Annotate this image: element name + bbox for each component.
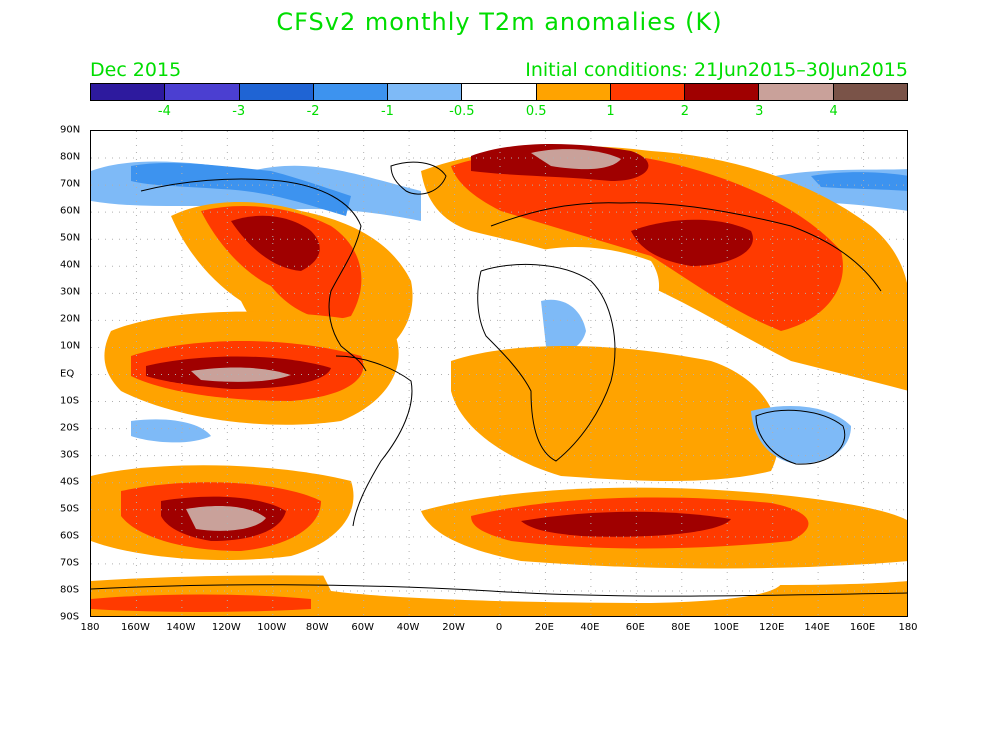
south-america-coast (335, 355, 413, 527)
map-title: CFSv2 monthly T2m anomalies (K) (276, 8, 723, 36)
latitude-label: 60N (60, 205, 81, 217)
longitude-label: 100W (257, 622, 287, 633)
north-america-hot-core (231, 215, 320, 271)
latitude-label: 10N (60, 340, 81, 352)
latitude-label: 40S (60, 476, 80, 488)
color-scale-label: -4 (157, 104, 171, 119)
longitude-label: 60E (625, 622, 645, 633)
latitude-label: 80N (60, 151, 81, 163)
latitude-label: 50N (60, 232, 81, 244)
map-panel (90, 130, 908, 617)
latitude-label: 10S (60, 395, 80, 407)
latitude-label: 70S (60, 557, 80, 569)
latitude-label: 40N (60, 259, 81, 271)
coastlines (91, 161, 907, 597)
antarctica-coast (91, 584, 907, 597)
longitude-label: 80E (671, 622, 691, 633)
color-scale-bar (90, 83, 908, 101)
color-scale-label: 0.5 (525, 104, 547, 119)
north-africa-neutral (519, 246, 660, 356)
color-scale-segment (388, 84, 463, 100)
latitude-label: 20S (60, 422, 80, 434)
longitude-label: 160E (849, 622, 876, 633)
color-scale-segment (536, 84, 611, 100)
latitude-label: 20N (60, 313, 81, 325)
latitude-label: EQ (60, 368, 75, 379)
longitude-label: 140E (804, 622, 830, 633)
longitude-label: 40W (396, 622, 420, 633)
longitude-label: 180 (898, 622, 918, 633)
latitude-label: 50S (60, 503, 80, 515)
antarctic-warm-core (91, 594, 311, 612)
color-scale-segment (313, 84, 389, 100)
color-scale-segment (165, 84, 240, 100)
arctic-extreme-core (531, 149, 621, 170)
color-scale-segment (91, 84, 166, 100)
africa-coast (477, 264, 616, 462)
longitude-label: 80W (305, 622, 329, 633)
australia-cool-anomaly (751, 406, 851, 464)
latitude-label: 90N (60, 124, 81, 136)
north-america-coast (140, 178, 367, 372)
canada-cold-core (131, 163, 351, 216)
color-scale-label: 2 (680, 104, 690, 119)
color-scale-label: 1 (606, 104, 615, 119)
siberia-hot-core (631, 219, 753, 266)
australia-coast (755, 409, 846, 465)
latitude-label: 30S (60, 449, 80, 461)
greenland-coast (390, 161, 447, 195)
color-scale-segment (239, 84, 314, 100)
color-scale-label: -2 (306, 104, 320, 119)
color-scale-label: -1 (380, 104, 394, 119)
south-pacific-extreme-core (186, 506, 266, 531)
latitude-label: 30N (60, 286, 81, 298)
longitude-label: 120E (758, 622, 785, 633)
latitude-label: 70N (60, 178, 81, 190)
longitude-label: 20E (534, 622, 554, 633)
longitude-label: 120W (211, 622, 241, 633)
antarctic-neutral-interior (321, 566, 783, 603)
longitude-label: 60W (351, 622, 374, 633)
latitude-label: 80S (60, 584, 80, 596)
color-scale-segment (610, 84, 686, 100)
color-scale-label: -0.5 (449, 104, 475, 119)
anomaly-fields (91, 144, 907, 616)
longitude-label: 160W (120, 622, 150, 633)
latitude-label: 60S (60, 530, 80, 542)
longitude-label: 40E (580, 622, 600, 633)
color-scale-segment (759, 84, 834, 100)
valid-month-label: Dec 2015 (90, 59, 182, 81)
color-scale-label: 4 (829, 104, 838, 119)
longitude-label: 20W (442, 622, 465, 633)
initial-conditions-label: Initial conditions: 21Jun2015–30Jun2015 (525, 59, 908, 81)
north-africa-cool (541, 299, 586, 351)
color-scale-label: -3 (232, 104, 246, 119)
longitude-label: 100E (713, 622, 739, 633)
color-scale-label: 3 (755, 104, 764, 119)
color-scale-segment (685, 84, 760, 100)
siberia-cold-core (811, 172, 907, 191)
longitude-label: 0 (495, 622, 503, 633)
color-scale-segment (462, 84, 537, 100)
color-scale-segment (833, 84, 907, 100)
longitude-label: 140W (166, 622, 196, 633)
indian-ocean-warm-anomaly (451, 346, 779, 481)
longitude-label: 180 (80, 622, 100, 633)
south-atlantic-cool (131, 419, 211, 443)
latitude-label: 90S (60, 611, 80, 623)
tropical-pacific-extreme-core (191, 367, 291, 382)
eurasia-coast (490, 202, 882, 292)
anomaly-map (91, 131, 907, 616)
southern-ocean-hot-core (521, 511, 731, 537)
